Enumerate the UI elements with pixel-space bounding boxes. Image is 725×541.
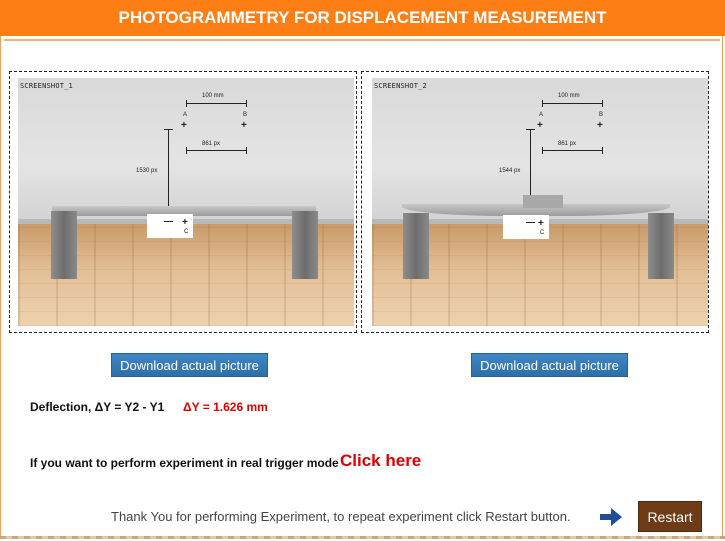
page-title: PHOTOGRAMMETRY FOR DISPLACEMENT MEASUREM… xyxy=(0,0,725,36)
vertical-distance-label: 1530 px xyxy=(136,168,158,174)
pixel-distance-label: 861 px xyxy=(558,141,577,147)
support-left xyxy=(51,211,77,279)
trigger-mode-text: If you want to perform experiment in rea… xyxy=(30,456,339,470)
load-block xyxy=(523,195,563,208)
point-b-label: B xyxy=(599,112,604,118)
right-arrow-icon xyxy=(600,508,622,526)
screenshot-label: SCREENSHOT_1 xyxy=(20,82,73,90)
support-right xyxy=(648,213,674,279)
target-plate xyxy=(147,214,193,238)
deflection-value: ΔY = 1.626 mm xyxy=(183,400,268,414)
thank-you-message: Thank You for performing Experiment, to … xyxy=(111,509,571,524)
vertical-distance-label: 1544 px xyxy=(499,168,521,174)
point-c-label: C xyxy=(184,229,189,235)
point-c-label: C xyxy=(540,230,545,236)
support-left xyxy=(403,213,429,279)
screenshot-panel-2: SCREENSHOT_2 100 mm A B + + 861 px 1544 … xyxy=(361,71,709,333)
point-c-mark: + xyxy=(182,217,188,228)
top-distance-label: 100 mm xyxy=(202,93,224,99)
point-b-mark: + xyxy=(597,120,603,131)
screenshot-panel-1: SCREENSHOT_1 100 mm A B + + 861 px 1530 … xyxy=(9,71,357,333)
beam-deflected xyxy=(402,204,670,216)
screenshot-label: SCREENSHOT_2 xyxy=(374,82,427,90)
point-c-mark: + xyxy=(538,218,544,229)
bottom-border xyxy=(0,536,725,539)
point-a-label: A xyxy=(539,112,544,118)
restart-button[interactable]: Restart xyxy=(638,501,702,532)
trigger-mode-link[interactable]: Click here xyxy=(340,451,422,470)
top-distance-label: 100 mm xyxy=(558,93,580,99)
point-a-label: A xyxy=(183,112,188,118)
title-underline xyxy=(4,39,720,41)
support-right xyxy=(292,211,318,279)
beam xyxy=(52,206,316,216)
point-a-mark: + xyxy=(537,120,543,131)
pixel-distance-label: 861 px xyxy=(202,141,221,147)
point-a-mark: + xyxy=(181,120,187,131)
deflection-formula: Deflection, ΔY = Y2 - Y1 xyxy=(30,400,165,414)
download-picture-button-1[interactable]: Download actual picture xyxy=(111,353,268,377)
screenshot-image-1: SCREENSHOT_1 100 mm A B + + 861 px 1530 … xyxy=(18,78,354,326)
target-plate xyxy=(503,215,549,239)
point-b-mark: + xyxy=(241,120,247,131)
point-b-label: B xyxy=(243,112,248,118)
screenshot-image-2: SCREENSHOT_2 100 mm A B + + 861 px 1544 … xyxy=(372,78,708,326)
download-picture-button-2[interactable]: Download actual picture xyxy=(471,353,628,377)
